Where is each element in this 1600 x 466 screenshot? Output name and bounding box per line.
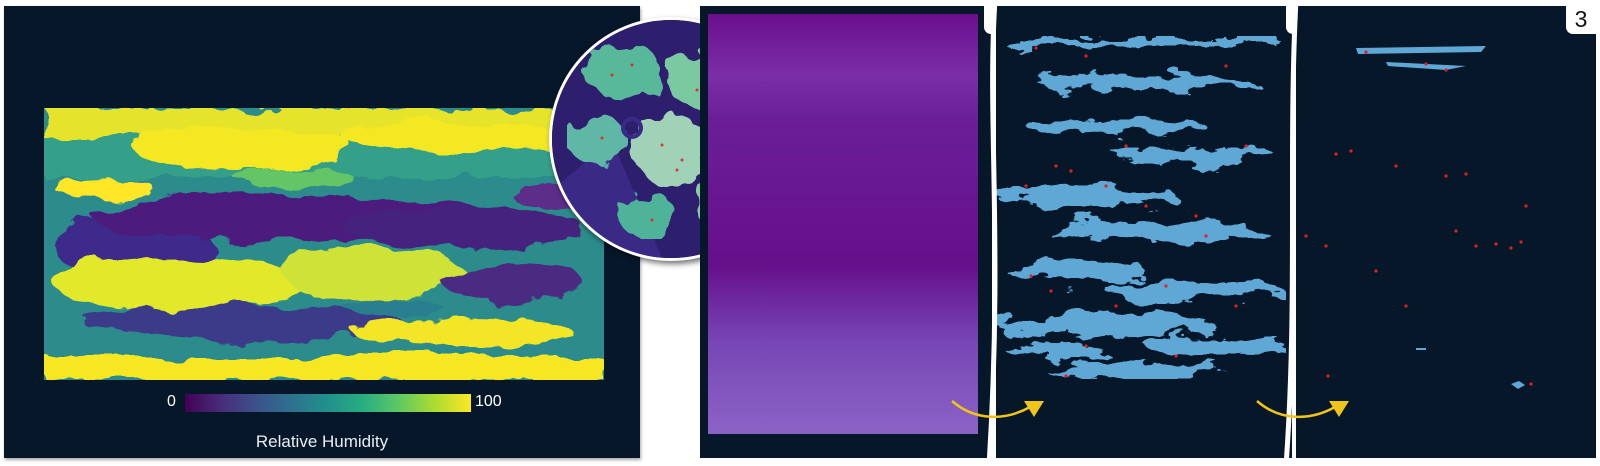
step-2-cloud-mask	[996, 36, 1286, 379]
step-1-panel	[700, 6, 992, 458]
divider-1-2	[986, 0, 998, 466]
step-1-field	[708, 14, 978, 434]
colorbar-max-label: 100	[475, 393, 502, 410]
step-2-panel	[996, 6, 1292, 458]
step-3-sparse-points	[1304, 46, 1533, 389]
humidity-map	[44, 108, 604, 380]
curved-arrow-icon	[1256, 400, 1349, 418]
colorbar	[185, 394, 471, 412]
humidity-map-panel: 0 100 Relative Humidity	[4, 6, 640, 458]
divider-2-3	[1283, 0, 1299, 466]
colorbar-min-label: 0	[167, 393, 176, 410]
step-3-panel	[1296, 6, 1596, 458]
step-badge-3: 3	[1566, 4, 1596, 34]
colorbar-title: Relative Humidity	[255, 432, 389, 451]
curved-arrow-icon	[951, 400, 1044, 418]
